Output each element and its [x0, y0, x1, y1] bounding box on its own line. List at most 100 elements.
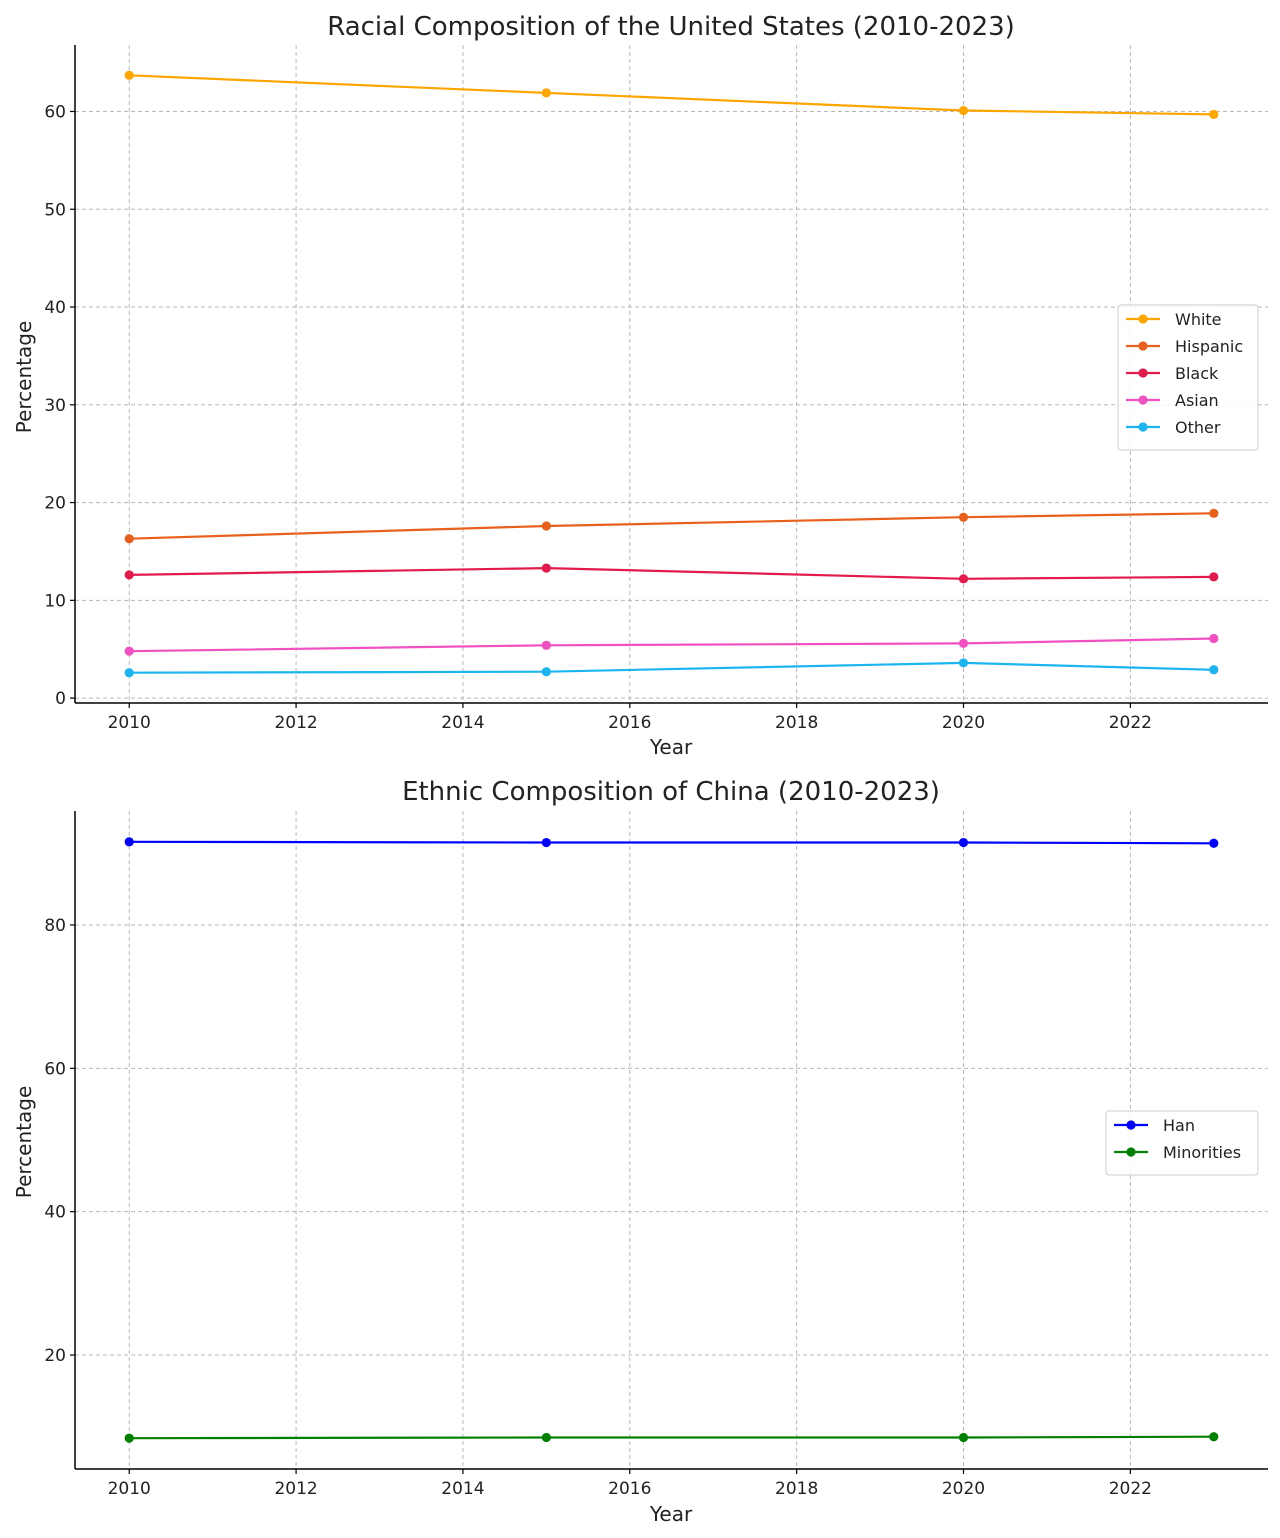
data-point-asian — [1209, 633, 1219, 644]
data-point-white — [541, 88, 551, 98]
data-point-minorities — [958, 1432, 969, 1443]
y-tick-label: 20 — [44, 1346, 66, 1366]
legend-label: Asian — [1175, 391, 1219, 410]
y-tick-label: 80 — [44, 916, 66, 936]
x-tick-label: 2020 — [942, 1479, 985, 1499]
data-point-minorities — [541, 1432, 551, 1443]
china-ethnic-composition-chart: Ethnic Composition of China (2010-2023) … — [12, 777, 1268, 1526]
legend-swatch-marker — [1126, 1147, 1136, 1157]
axes: 2010 2012 2014 2016 2018 2020 2022 20 40 60 80 — [44, 811, 1268, 1499]
legend-swatch-marker — [1126, 1120, 1136, 1130]
axes: 2010 2012 2014 2016 2018 2020 2022 0 10 20 30 40 50 6… — [44, 45, 1268, 733]
series-line-white — [129, 74, 1214, 116]
legend-frame — [1105, 1110, 1259, 1176]
x-axis-label: Year — [649, 735, 693, 759]
data-point-minorities — [1209, 1432, 1219, 1442]
x-tick-label: 2010 — [108, 713, 151, 733]
data-point-hispanic — [124, 534, 134, 544]
legend-swatch-marker — [1138, 395, 1148, 405]
data-point-black — [541, 563, 551, 573]
data-point-hispanic — [541, 521, 551, 531]
data-point-other — [958, 658, 969, 668]
y-tick-label: 10 — [44, 591, 66, 611]
data-point-white — [958, 105, 969, 116]
series-line-han — [129, 840, 1214, 845]
x-tick-label: 2022 — [1109, 713, 1152, 733]
data-point-other — [124, 668, 134, 678]
x-tick-label: 2020 — [942, 713, 985, 733]
series-black — [124, 563, 1219, 584]
data-point-han — [958, 837, 969, 848]
x-tick-label: 2018 — [775, 713, 818, 733]
x-axis-label: Year — [649, 1502, 693, 1526]
legend-swatch-marker — [1138, 422, 1148, 432]
legend-swatch-marker — [1138, 341, 1148, 351]
data-point-minorities — [124, 1433, 134, 1443]
legend-frame — [1117, 304, 1259, 451]
series-line-other — [129, 661, 1214, 674]
legend-item-hispanic: Hispanic — [1126, 337, 1243, 356]
data-point-han — [1209, 838, 1219, 848]
series-minorities — [124, 1432, 1219, 1443]
y-tick-label: 50 — [44, 200, 66, 220]
y-axis-label: Percentage — [12, 321, 36, 434]
legend-item-asian: Asian — [1126, 391, 1219, 410]
series-line-asian — [129, 637, 1214, 653]
x-tick-label: 2010 — [108, 1479, 151, 1499]
data-point-hispanic — [1209, 508, 1219, 518]
x-tick-label: 2012 — [274, 713, 317, 733]
y-tick-label: 60 — [44, 1059, 66, 1079]
y-tick-label: 30 — [44, 396, 66, 416]
series-line-hispanic — [129, 512, 1214, 540]
y-tick-label: 40 — [44, 1203, 66, 1223]
y-tick-label: 60 — [44, 102, 66, 122]
series-other — [124, 658, 1219, 678]
legend-swatch-marker — [1138, 368, 1148, 378]
series-line-minorities — [129, 1435, 1214, 1440]
us-racial-composition-chart: Racial Composition of the United States … — [12, 12, 1268, 759]
legend-item-white: White — [1126, 310, 1222, 329]
x-tick-label: 2014 — [441, 713, 484, 733]
y-tick-label: 0 — [55, 689, 66, 709]
x-tick-label: 2022 — [1109, 1479, 1152, 1499]
y-axis-label: Percentage — [12, 1086, 36, 1199]
data-point-asian — [958, 638, 969, 648]
legend-label: Black — [1175, 364, 1219, 383]
grid — [75, 811, 1268, 1469]
legend-label: Hispanic — [1175, 337, 1243, 356]
legend: White Hispanic Black Asian Other — [1117, 304, 1259, 451]
y-tick-label: 40 — [44, 298, 66, 318]
y-tick-label: 20 — [44, 494, 66, 514]
x-tick-label: 2012 — [274, 1479, 317, 1499]
x-tick-label: 2016 — [608, 1479, 651, 1499]
data-point-black — [124, 570, 134, 580]
legend: Han Minorities — [1105, 1110, 1259, 1176]
legend-item-black: Black — [1126, 364, 1219, 383]
legend-item-han: Han — [1114, 1116, 1195, 1135]
chart-title: Racial Composition of the United States … — [327, 12, 1015, 42]
series-hispanic — [124, 508, 1219, 544]
legend-label: Other — [1175, 418, 1221, 437]
series-asian — [124, 633, 1219, 656]
data-point-hispanic — [958, 512, 969, 522]
legend-item-other: Other — [1126, 418, 1221, 437]
x-tick-label: 2016 — [608, 713, 651, 733]
series-line-black — [129, 566, 1214, 580]
data-point-other — [541, 667, 551, 677]
data-point-white — [124, 70, 134, 80]
grid — [75, 45, 1268, 703]
legend-label: White — [1175, 310, 1222, 329]
data-point-han — [124, 837, 134, 847]
data-point-black — [1209, 572, 1219, 582]
legend-swatch-marker — [1138, 314, 1148, 324]
data-point-white — [1209, 109, 1219, 120]
data-point-han — [541, 837, 551, 848]
data-point-black — [958, 574, 969, 584]
data-point-asian — [124, 646, 134, 656]
x-tick-label: 2018 — [775, 1479, 818, 1499]
data-point-other — [1209, 665, 1219, 675]
series-white — [124, 70, 1219, 120]
x-tick-label: 2014 — [441, 1479, 484, 1499]
legend-label: Han — [1163, 1116, 1195, 1135]
